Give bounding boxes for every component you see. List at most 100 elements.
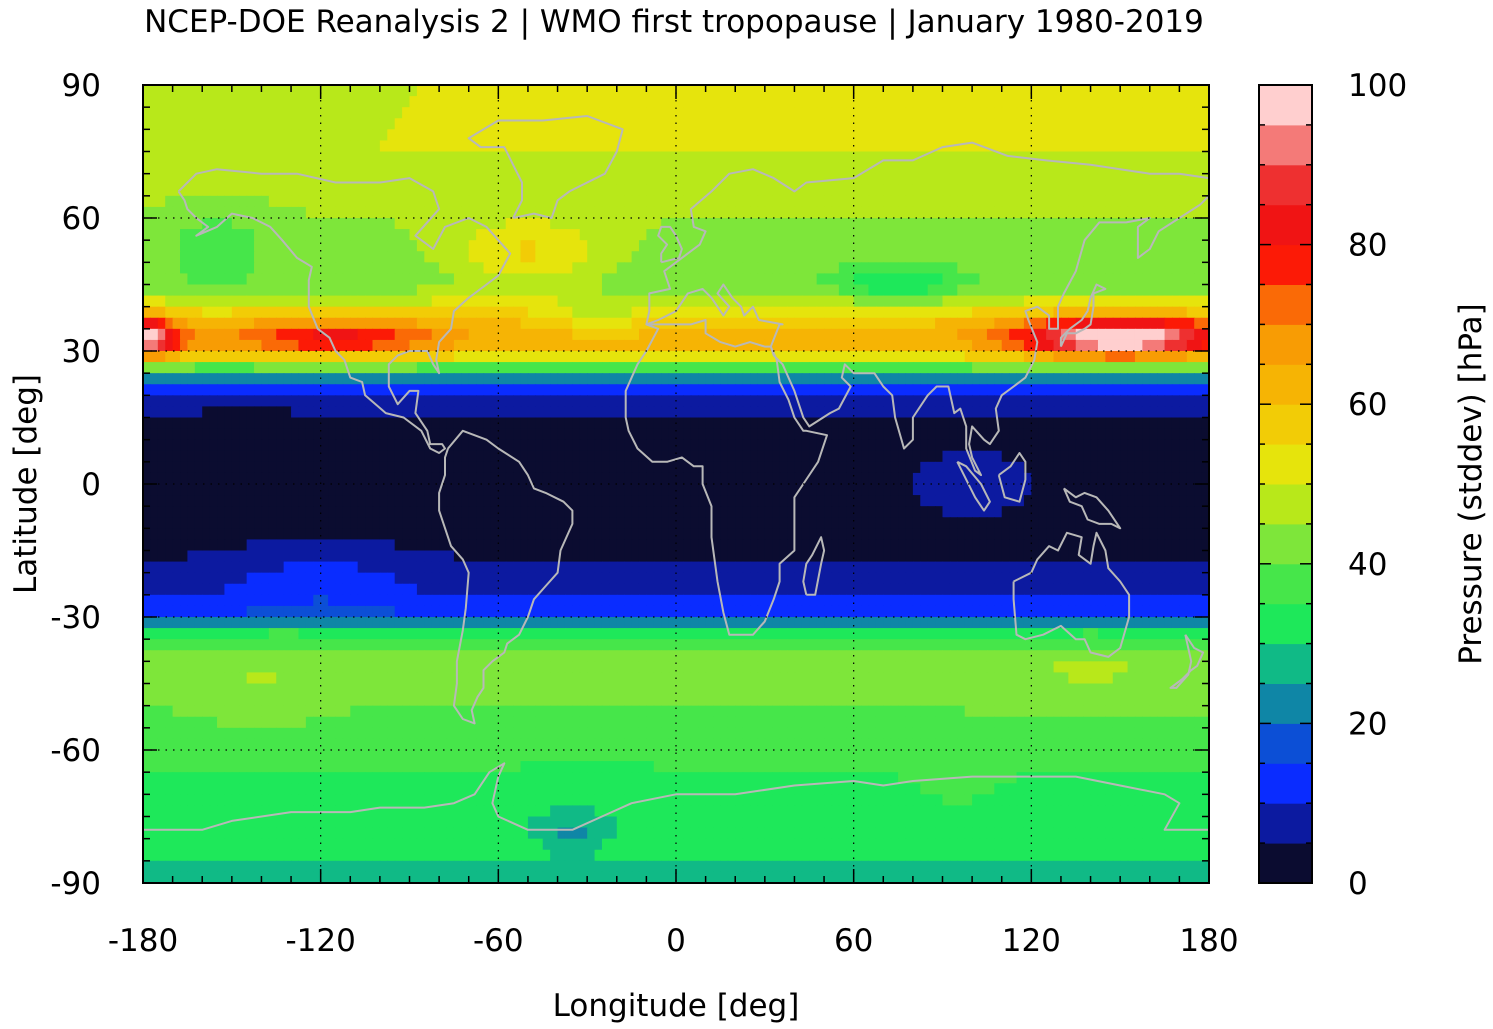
heatmap-cell [564,362,573,374]
heatmap-cell [690,439,699,452]
heatmap-cell [787,118,796,130]
heatmap-cell [646,306,655,319]
heatmap-cell [535,229,544,241]
heatmap-cell [883,328,892,341]
heatmap-cell [431,295,440,308]
heatmap-cell [1060,162,1069,175]
heatmap-cell [1046,351,1055,363]
heatmap-cell [231,428,240,441]
heatmap-cell [1171,273,1180,286]
heatmap-cell [328,273,337,286]
heatmap-cell [1090,184,1099,197]
heatmap-cell [1164,417,1173,430]
heatmap-cell [624,306,633,319]
heatmap-cell [180,373,189,385]
heatmap-cell [246,295,255,308]
heatmap-cell [209,417,218,430]
heatmap-cell [616,417,625,430]
heatmap-cell [1023,439,1032,452]
heatmap-cell [979,262,988,275]
heatmap-cell [1142,406,1151,419]
heatmap-cell [905,328,914,341]
heatmap-cell [757,173,766,186]
heatmap-cell [276,240,285,252]
heatmap-cell [320,85,329,97]
heatmap-cell [661,251,670,263]
heatmap-cell [676,439,684,452]
heatmap-cell [254,173,263,186]
heatmap-cell [868,129,877,142]
heatmap-cell [564,295,573,308]
heatmap-cell [483,295,492,308]
heatmap-cell [949,218,958,230]
heatmap-cell [912,195,921,208]
heatmap-cell [942,351,951,363]
heatmap-cell [476,195,485,208]
heatmap-cell [453,129,462,142]
heatmap-cell [202,184,211,197]
heatmap-cell [616,140,625,153]
heatmap-cell [342,328,351,341]
heatmap-cell [335,229,344,241]
heatmap-cell [416,218,425,230]
heatmap-cell [468,162,477,175]
heatmap-cell [927,240,936,252]
heatmap-cell [535,439,544,452]
heatmap-cell [831,284,840,297]
heatmap-cell [276,406,285,419]
heatmap-cell [1186,295,1195,308]
heatmap-cell [217,351,226,363]
heatmap-cell [202,118,211,130]
heatmap-cell [1001,273,1010,286]
heatmap-cell [498,129,507,142]
heatmap-cell [587,317,596,330]
heatmap-cell [572,251,581,263]
heatmap-cell [653,118,662,130]
heatmap-cell [668,218,677,230]
heatmap-cell [727,107,736,119]
heatmap-cell [779,339,788,352]
heatmap-cell [1060,151,1069,164]
heatmap-cell [676,428,684,441]
heatmap-cell [209,461,218,474]
heatmap-cell [861,173,870,186]
heatmap-cell [194,328,203,341]
heatmap-cell [964,140,973,153]
heatmap-cell [764,295,773,308]
heatmap-cell [1001,140,1010,153]
heatmap-cell [831,417,840,430]
heatmap-cell [372,295,381,308]
heatmap-cell [409,206,418,219]
heatmap-cell [750,317,759,330]
heatmap-cell [1046,162,1055,175]
heatmap-cell [609,96,618,108]
heatmap-cell [357,140,366,153]
heatmap-cell [453,96,462,108]
heatmap-cell [1142,195,1151,208]
heatmap-cell [1097,251,1106,263]
heatmap-cell [1112,417,1121,430]
heatmap-cell [720,118,729,130]
heatmap-cell [1149,317,1158,330]
heatmap-cell [165,317,174,330]
heatmap-cell [831,384,840,396]
heatmap-cell [239,251,248,263]
heatmap-cell [246,406,255,419]
heatmap-cell [727,96,736,108]
heatmap-cell [387,85,396,97]
heatmap-cell [542,384,551,396]
heatmap-cell [690,395,699,408]
heatmap-cell [1031,107,1040,119]
heatmap-cell [853,450,862,463]
heatmap-cell [1068,317,1077,330]
heatmap-cell [416,184,425,197]
heatmap-cell [757,151,766,164]
heatmap-cell [1112,206,1121,219]
heatmap-cell [861,339,870,352]
heatmap-cell [564,206,573,219]
heatmap-cell [320,384,329,396]
heatmap-cell [431,317,440,330]
heatmap-cell [801,206,810,219]
heatmap-cell [1120,229,1129,241]
heatmap-cell [979,229,988,241]
